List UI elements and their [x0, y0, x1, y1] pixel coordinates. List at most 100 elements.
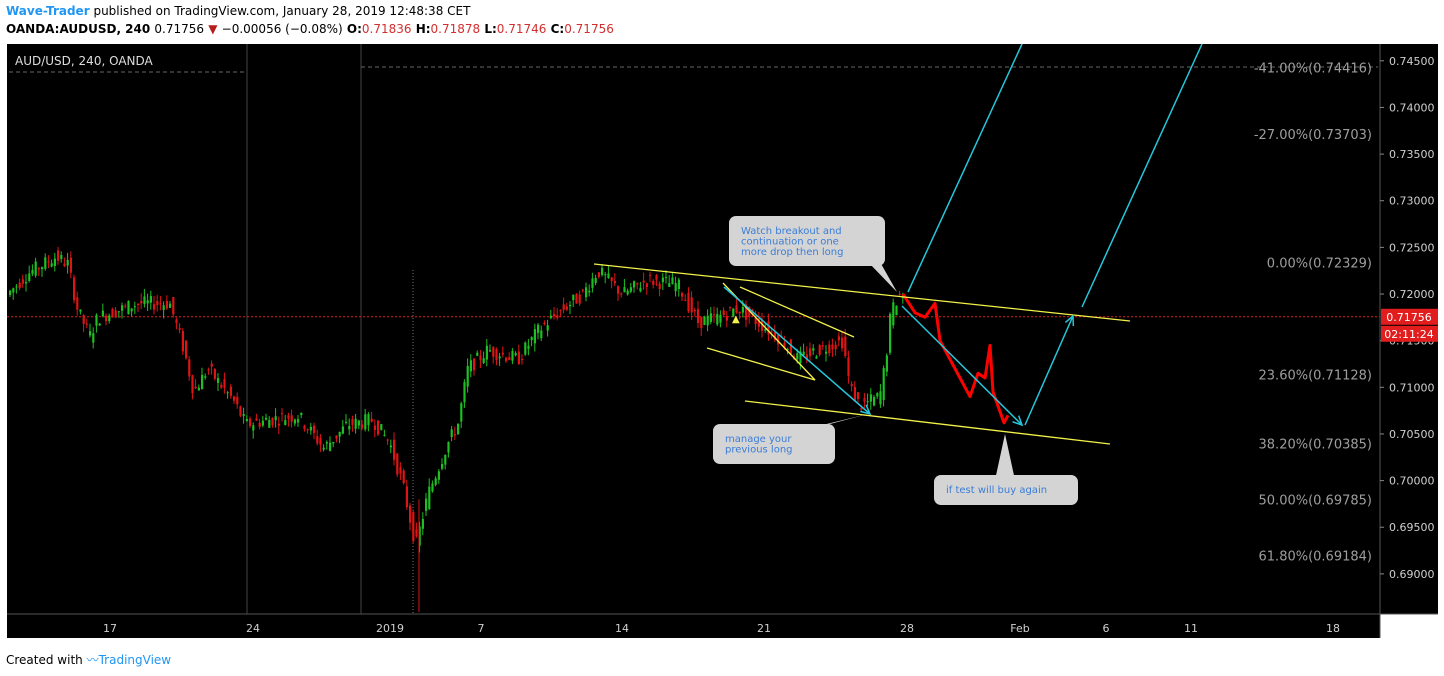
- candle-body: [649, 275, 652, 277]
- candle-body: [636, 282, 639, 285]
- candle-body: [431, 483, 434, 492]
- callout-pointer: [868, 262, 897, 292]
- x-tick-label: 11: [1184, 622, 1198, 635]
- candle-body: [418, 526, 421, 546]
- candle-body: [133, 306, 136, 308]
- candle-body: [453, 434, 456, 436]
- candle-body: [217, 378, 220, 383]
- candle-body: [108, 315, 111, 321]
- candle-body: [837, 336, 840, 341]
- candle-body: [399, 467, 402, 474]
- candle-body: [722, 310, 725, 316]
- candle-body: [82, 314, 85, 324]
- candle-body: [57, 250, 60, 261]
- candle-body: [738, 311, 741, 314]
- candle-body: [473, 358, 476, 371]
- publish-header: Wave-Trader published on TradingView.com…: [6, 4, 470, 18]
- candle-body: [575, 294, 578, 304]
- candle-body: [175, 319, 178, 323]
- candle-body: [121, 305, 124, 311]
- symbol-label: OANDA:AUDUSD, 240: [6, 22, 151, 36]
- trend-line-0: [593, 263, 1131, 322]
- candle-body: [674, 283, 677, 292]
- candle-body: [425, 498, 428, 511]
- candle-body: [405, 486, 408, 507]
- candle-body: [434, 478, 437, 485]
- candle-body: [645, 283, 648, 288]
- candle-body: [316, 436, 319, 444]
- candle-body: [866, 401, 869, 403]
- candle-body: [834, 344, 837, 350]
- candle-body: [607, 273, 610, 278]
- candle-body: [18, 282, 21, 289]
- x-tick-label: 28: [900, 622, 914, 635]
- candle-body: [601, 267, 604, 276]
- candle-body: [28, 273, 31, 281]
- candle-body: [15, 286, 18, 288]
- candle-body: [140, 300, 143, 304]
- candle-body: [367, 414, 370, 426]
- candle-body: [805, 354, 808, 360]
- candle-body: [482, 358, 485, 363]
- candle-body: [79, 309, 82, 312]
- candle-body: [850, 384, 853, 387]
- callout-text: previous long: [725, 445, 793, 456]
- candle-body: [802, 351, 805, 356]
- candle-body: [98, 323, 101, 326]
- candle-body: [882, 368, 885, 401]
- close-label: C:: [550, 22, 565, 36]
- y-tick-label: 0.73500: [1389, 148, 1435, 161]
- trend-line-1: [744, 400, 1111, 445]
- arrow-head: [1064, 314, 1075, 327]
- candle-body: [252, 425, 255, 431]
- candle-body: [447, 442, 450, 453]
- tradingview-link[interactable]: TradingView: [98, 653, 172, 667]
- footer: Created with 〰TradingView: [6, 651, 171, 668]
- candle-body: [191, 375, 194, 394]
- candle-body: [63, 263, 66, 266]
- candle-body: [658, 283, 661, 290]
- candle-body: [165, 300, 168, 309]
- candle-body: [457, 423, 460, 434]
- candle-body: [207, 369, 210, 371]
- candle-body: [348, 426, 351, 430]
- time-axis[interactable]: [7, 614, 1380, 638]
- candle-body: [377, 420, 380, 435]
- y-tick-label: 0.74000: [1389, 101, 1435, 114]
- candle-body: [469, 360, 472, 372]
- candle-body: [95, 315, 98, 326]
- x-tick-label: 18: [1326, 622, 1340, 635]
- published-text: published on TradingView.com, January 28…: [93, 4, 471, 18]
- candle-body: [44, 257, 47, 269]
- candle-body: [50, 263, 53, 267]
- candle-body: [460, 403, 463, 422]
- candle-body: [562, 304, 565, 310]
- candle-body: [261, 420, 264, 426]
- candle-body: [354, 418, 357, 429]
- candle-body: [223, 379, 226, 388]
- candle-body: [25, 282, 28, 284]
- candle-body: [687, 292, 690, 312]
- plot-area[interactable]: [7, 44, 1380, 614]
- long-ray-1: [907, 43, 1023, 293]
- candle-body: [863, 398, 866, 402]
- candle-body: [124, 305, 127, 307]
- candle-body: [329, 442, 332, 451]
- trend-line-3: [706, 347, 816, 381]
- trend-line-4: [739, 286, 855, 338]
- callout-pointer: [995, 434, 1015, 480]
- candle-body: [501, 352, 504, 355]
- candle-body: [114, 310, 117, 318]
- candle-body: [581, 289, 584, 291]
- candle-body: [229, 386, 232, 396]
- author-link[interactable]: Wave-Trader: [6, 4, 90, 18]
- open-value: 0.71836: [361, 22, 412, 36]
- candle-body: [543, 322, 546, 325]
- candle-body: [76, 297, 79, 310]
- candle-body: [201, 374, 204, 390]
- candle-body: [745, 304, 748, 320]
- candle-body: [364, 414, 367, 430]
- candle-body: [370, 418, 373, 422]
- candle-body: [34, 261, 37, 276]
